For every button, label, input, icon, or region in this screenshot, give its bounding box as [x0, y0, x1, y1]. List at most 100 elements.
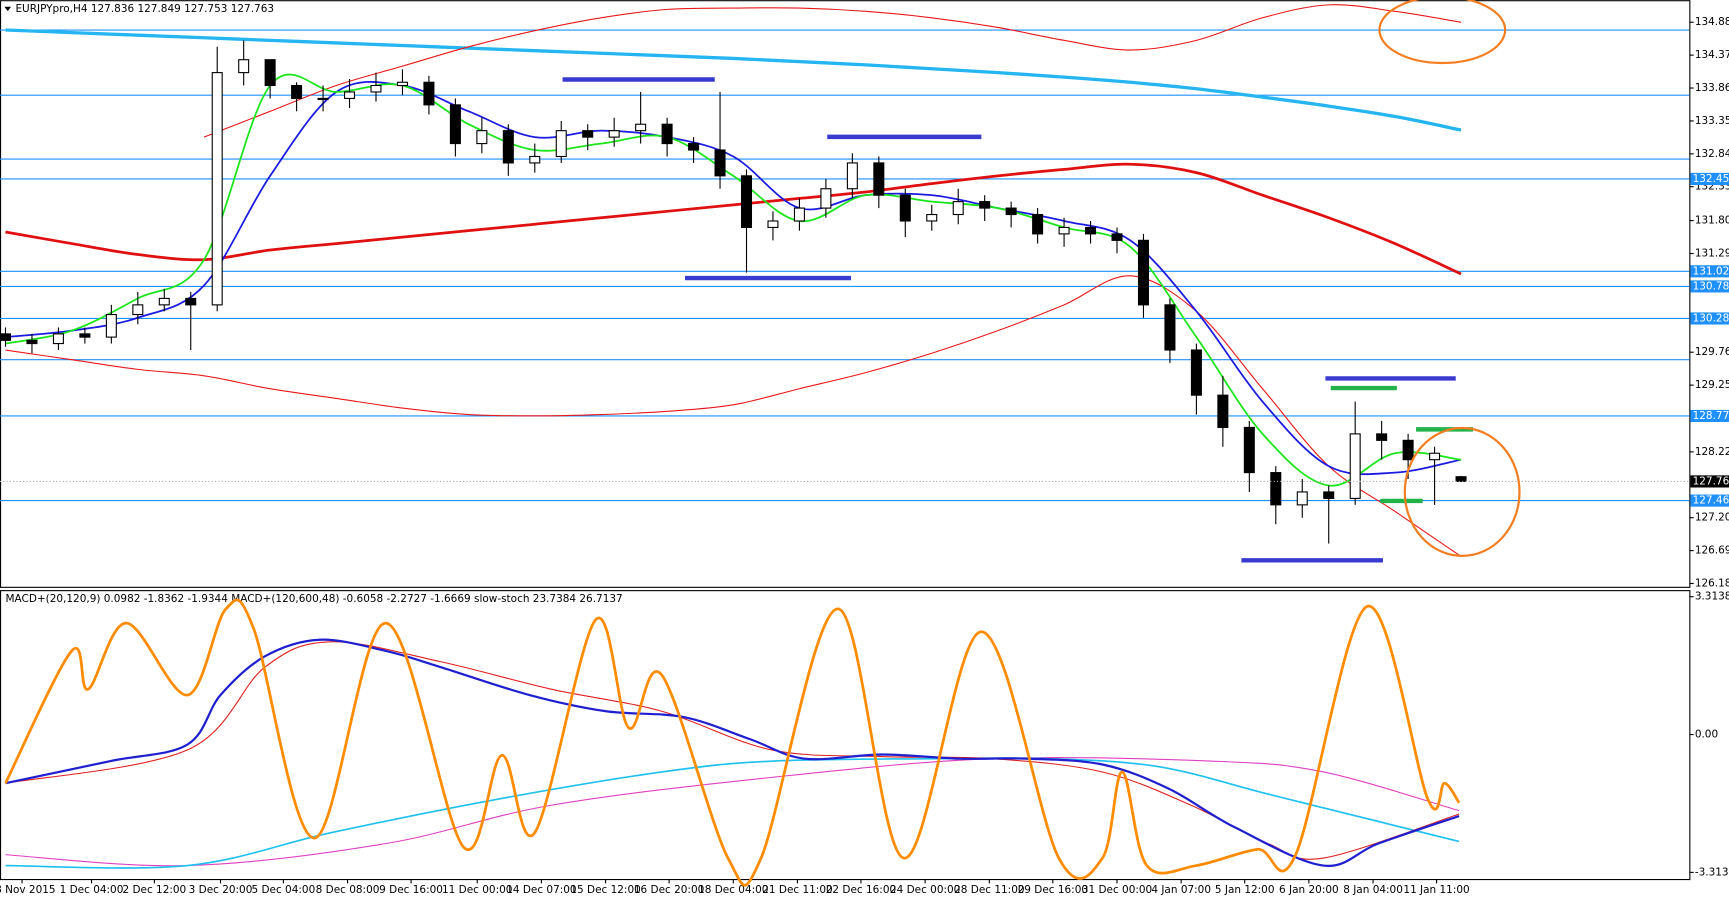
candle-body — [714, 149, 726, 177]
candle-body — [1296, 491, 1308, 506]
level-tag — [1690, 280, 1729, 293]
candle-body — [132, 304, 144, 316]
price-tag-label: 127.763 — [1693, 475, 1729, 487]
y-tick-label: 134.371 — [1695, 49, 1729, 61]
x-tick-label: 21 Dec 11:00 — [762, 884, 832, 896]
candle-body — [1005, 207, 1017, 216]
candle-body — [344, 91, 356, 99]
indicator-line — [5, 162, 1462, 276]
candle-body — [1217, 394, 1229, 428]
candle-body — [635, 123, 647, 132]
level-tag-label: 130.786 — [1693, 280, 1729, 292]
candle-body — [449, 104, 461, 145]
indicator-line — [5, 28, 1462, 132]
y-tick-label: 131.296 — [1695, 248, 1729, 260]
menu-triangle — [4, 6, 12, 12]
x-tick-label: 16 Dec 20:00 — [634, 884, 704, 896]
y-tick-label: -3.3138 — [1695, 866, 1729, 878]
level-tag-label: 128.778 — [1693, 410, 1729, 422]
candle-body — [476, 130, 488, 145]
candle-body — [1111, 233, 1123, 241]
candle-body — [1455, 476, 1467, 482]
x-tick-label: 8 Jan 04:00 — [1343, 884, 1403, 896]
level-tag-label: 131.020 — [1693, 265, 1729, 277]
candle-body — [52, 333, 64, 345]
main-panel-frame — [0, 0, 1691, 588]
candle-body — [1323, 491, 1335, 499]
candle-body — [26, 339, 38, 345]
level-tag — [1690, 265, 1729, 278]
candle-body — [952, 201, 964, 216]
candle-body — [1190, 349, 1202, 396]
y-tick-label: 134.881 — [1695, 16, 1729, 28]
y-tick-label: 126.181 — [1695, 577, 1729, 589]
candle-body — [396, 81, 408, 87]
indicator-line — [5, 275, 1462, 557]
candle-body — [502, 130, 514, 164]
candle-body — [793, 207, 805, 222]
x-tick-label: 15 Dec 12:00 — [570, 884, 640, 896]
y-tick-label: 129.766 — [1695, 346, 1729, 358]
price-tag — [1690, 475, 1729, 488]
candle-body — [873, 162, 885, 196]
candle-body — [1058, 226, 1070, 235]
annotation-circle — [1378, 0, 1507, 65]
candle-body — [423, 81, 435, 106]
y-tick-label: 133.861 — [1695, 82, 1729, 94]
candle-body — [185, 297, 197, 306]
candle-body — [158, 297, 170, 306]
x-tick-label: 29 Dec 16:00 — [1018, 884, 1088, 896]
indicator-line — [203, 4, 1462, 138]
x-tick-label: 24 Dec 00:00 — [890, 884, 960, 896]
level-tag-label: 132.452 — [1693, 173, 1729, 185]
candle-body — [767, 220, 779, 228]
y-tick-label: 126.691 — [1695, 545, 1729, 557]
y-tick-label: 131.806 — [1695, 215, 1729, 227]
candle-body — [1137, 239, 1149, 306]
indicator-title: MACD+(20,120,9) 0.0982 -1.8362 -1.9344 M… — [6, 593, 623, 605]
level-tag — [1690, 172, 1729, 185]
x-tick-label: 14 Dec 07:00 — [506, 884, 576, 896]
x-tick-label: 4 Jan 07:00 — [1151, 884, 1211, 896]
x-tick-label: 1 Dec 04:00 — [60, 884, 124, 896]
x-tick-label: 5 Jan 12:00 — [1215, 884, 1275, 896]
candle-body — [238, 59, 250, 74]
plot-layer: 134.881134.371133.861133.351132.841132.3… — [0, 4, 1729, 896]
y-tick-label: 129.256 — [1695, 379, 1729, 391]
candle-body — [1376, 433, 1388, 441]
y-tick-label: 132.841 — [1695, 148, 1729, 160]
x-tick-label: 11 Dec 00:00 — [442, 884, 512, 896]
candle-body — [317, 97, 329, 101]
candle-body — [1164, 304, 1176, 351]
candle-body — [979, 201, 991, 209]
candle-body — [661, 123, 673, 145]
x-tick-label: 31 Dec 00:00 — [1082, 884, 1152, 896]
candle-body — [1270, 472, 1282, 506]
candle-body — [608, 130, 620, 138]
x-tick-label: 28 Nov 2015 — [0, 884, 56, 896]
x-tick-label: 8 Dec 08:00 — [316, 884, 380, 896]
candle-body — [1243, 426, 1255, 474]
x-tick-label: 28 Dec 11:00 — [954, 884, 1024, 896]
indicator-line — [5, 638, 1460, 867]
y-tick-label: 127.201 — [1695, 512, 1729, 524]
level-tag-label: 130.289 — [1693, 312, 1729, 324]
candle-body — [740, 175, 753, 228]
candle-body — [688, 143, 700, 151]
candle-body — [1032, 213, 1044, 235]
annotation-circle — [1403, 426, 1521, 558]
x-tick-label: 2 Dec 12:00 — [122, 884, 186, 896]
y-tick-label: 133.351 — [1695, 115, 1729, 127]
indicator-line — [4, 598, 1461, 887]
candle-body — [1429, 452, 1441, 461]
main-title: EURJPYpro,H4 127.836 127.849 127.753 127… — [15, 3, 274, 15]
level-tag — [1690, 494, 1729, 507]
x-tick-label: 6 Jan 20:00 — [1279, 884, 1339, 896]
level-tag — [1690, 312, 1729, 325]
candle-body — [291, 84, 303, 99]
indicator-line — [5, 81, 1462, 476]
candle-body — [926, 213, 938, 222]
candle-body — [105, 313, 117, 338]
